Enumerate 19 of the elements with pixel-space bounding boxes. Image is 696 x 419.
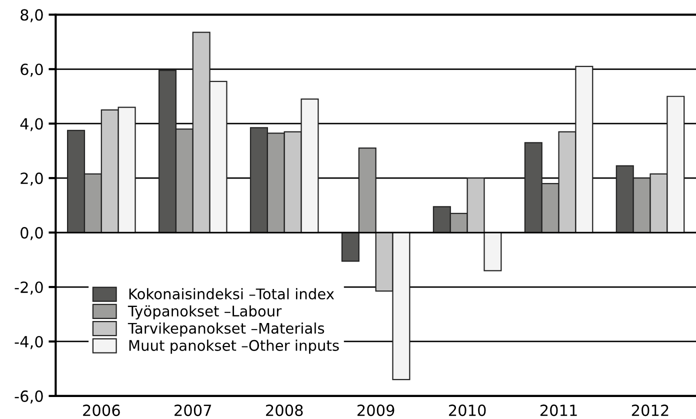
x-tick-label: 2011: [540, 404, 577, 416]
x-tick-label: 2008: [266, 404, 303, 416]
y-tick-label: -6,0: [14, 390, 43, 404]
x-tick-label: 2006: [83, 404, 120, 416]
legend-label: Kokonaisindeksi –Total index: [129, 288, 334, 300]
y-tick-label: 2,0: [20, 172, 43, 186]
y-tick-label: 0,0: [20, 227, 43, 240]
y-tick-label: -2,0: [14, 281, 43, 295]
x-tick-label: 2010: [448, 404, 486, 416]
x-tick-label: 2007: [174, 404, 212, 416]
y-tick-label: 6,0: [20, 64, 43, 77]
y-tick-label: 8,0: [20, 9, 43, 22]
x-tick-label: 2012: [632, 404, 668, 416]
legend-label: Työpanokset –Labour: [128, 305, 282, 320]
legend-label: Muut panokset –Other inputs: [129, 340, 339, 354]
x-tick-label: 2009: [358, 404, 394, 416]
y-tick-label: -4,0: [14, 336, 43, 350]
legend-label: Tarvikepanokset –Materials: [128, 322, 324, 337]
y-tick-label: 4,0: [20, 118, 43, 132]
